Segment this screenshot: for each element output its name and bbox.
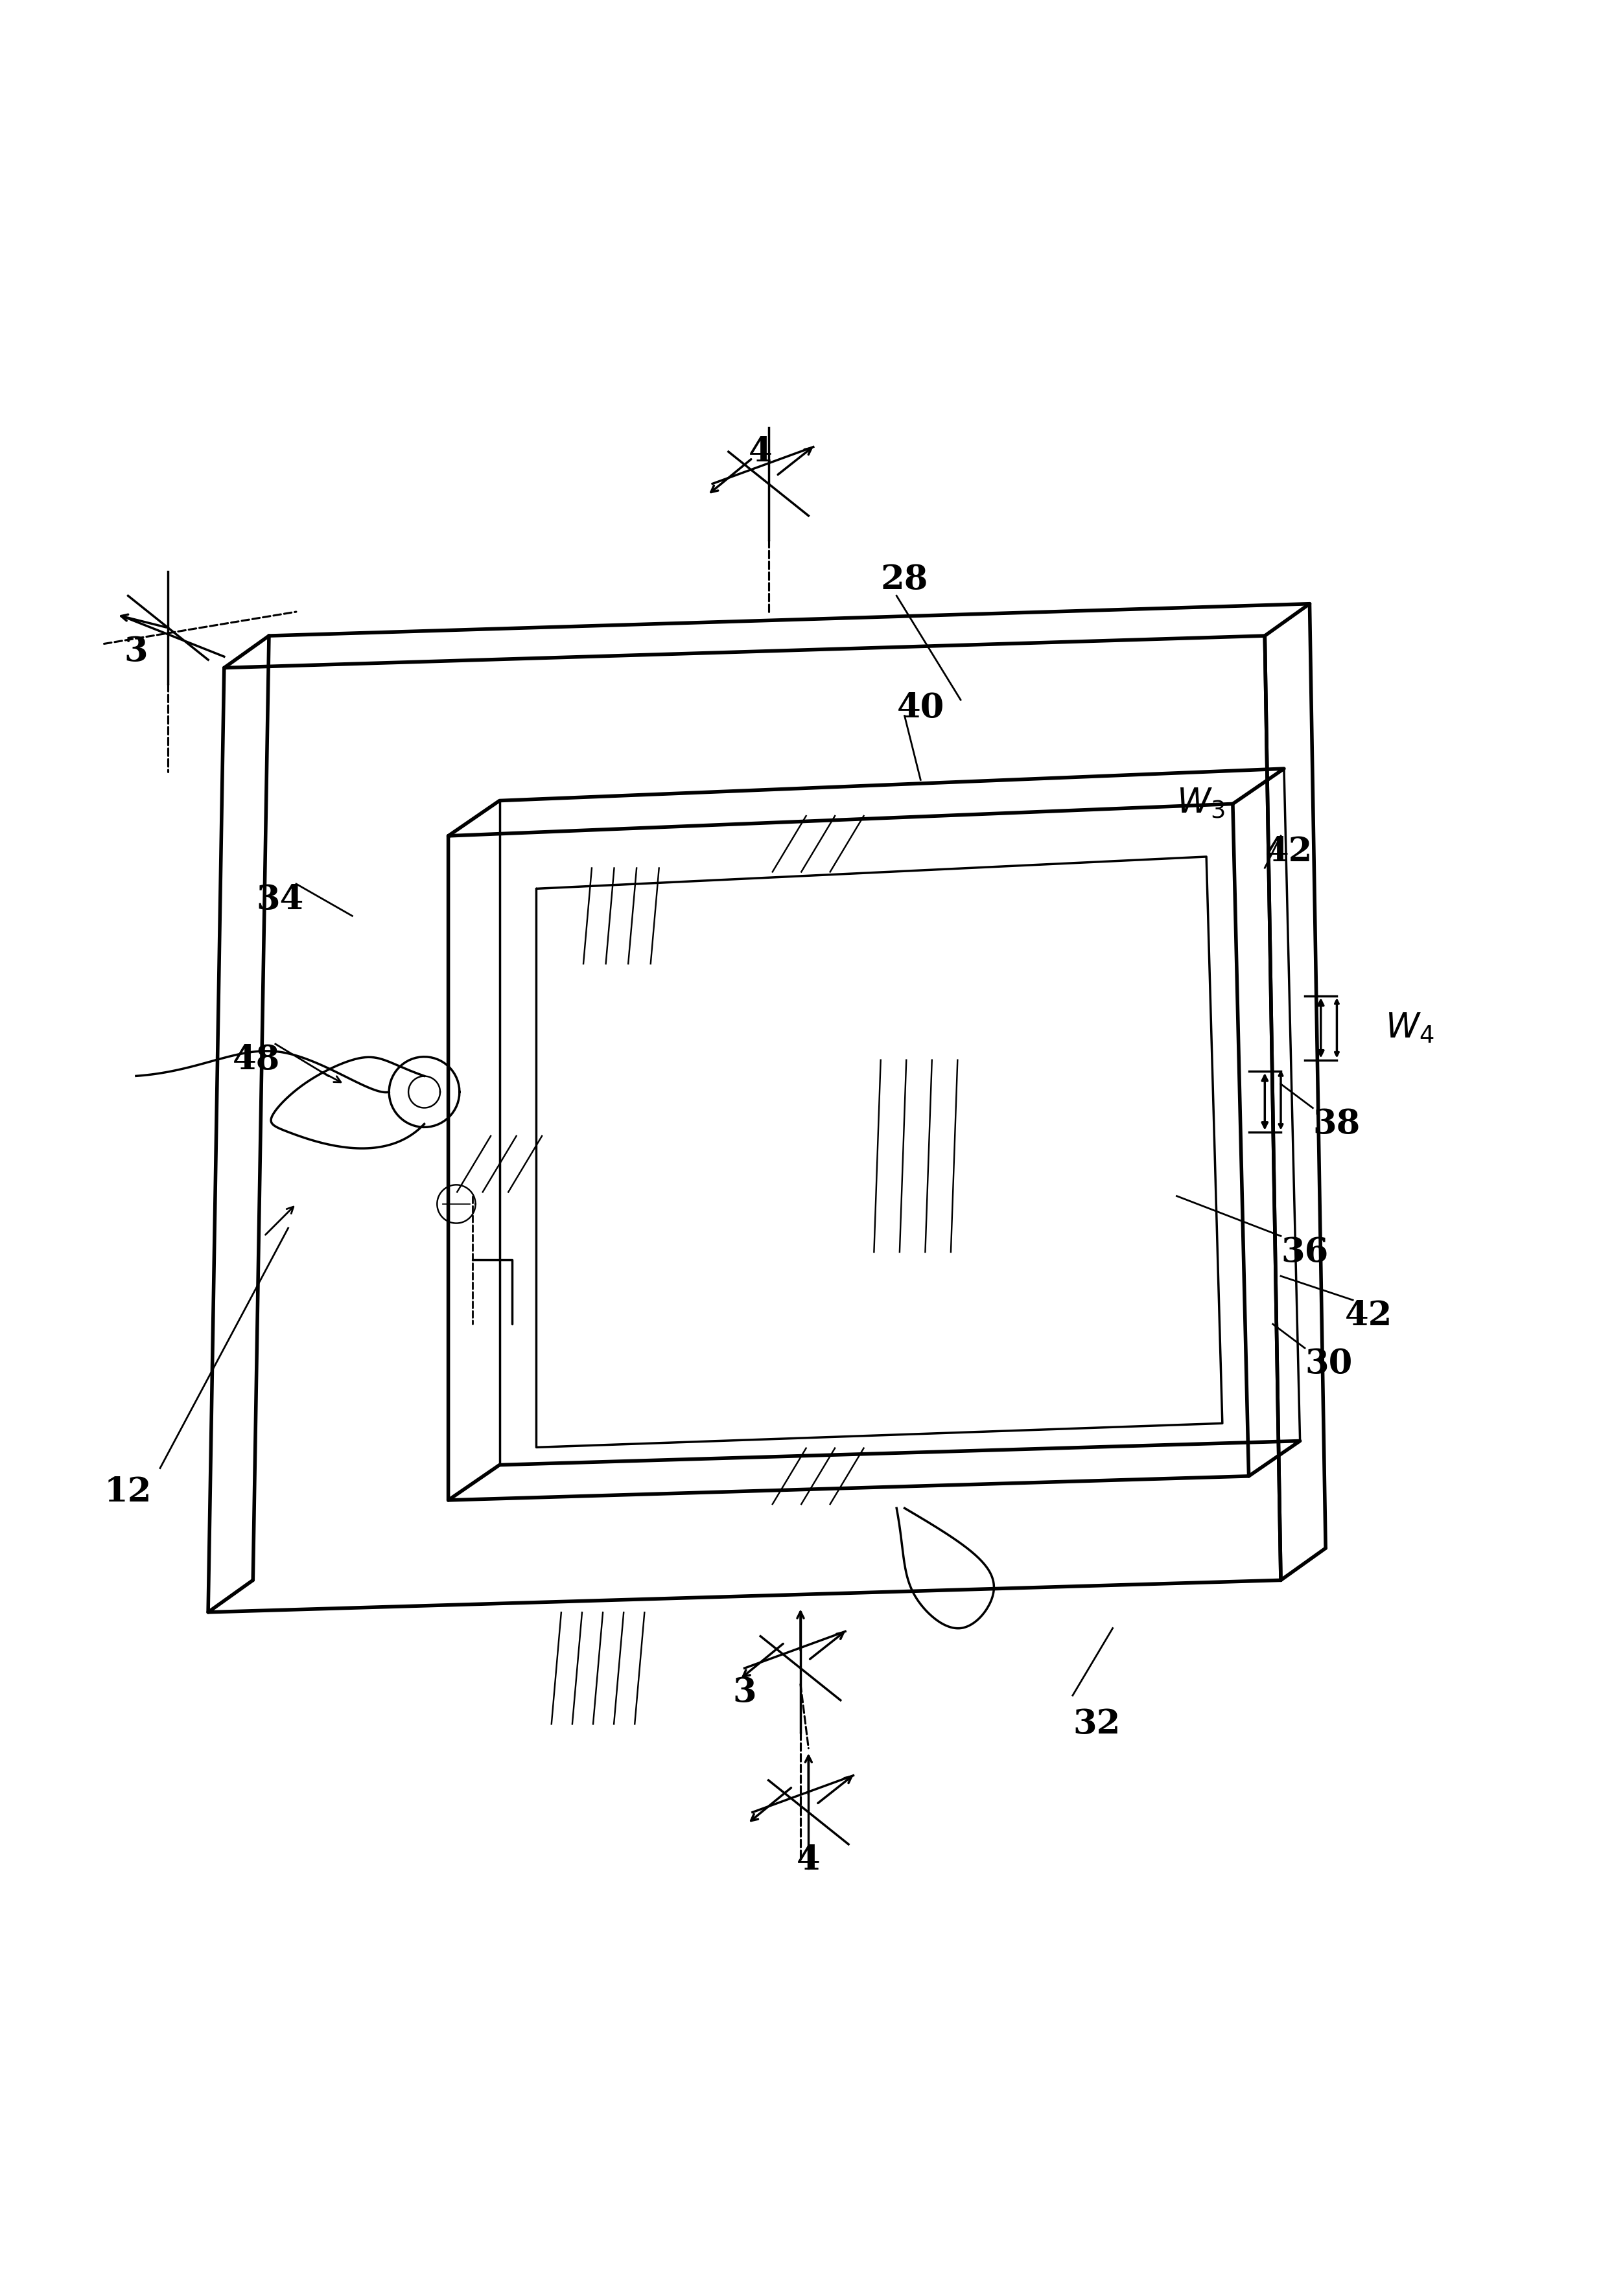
Text: 48: 48 xyxy=(232,1042,280,1077)
Text: 38: 38 xyxy=(1313,1107,1361,1141)
Text: 34: 34 xyxy=(256,884,304,916)
Text: 40: 40 xyxy=(897,691,945,723)
Text: 36: 36 xyxy=(1281,1235,1329,1270)
Text: 42: 42 xyxy=(1345,1300,1393,1332)
Text: 42: 42 xyxy=(1265,836,1313,868)
Text: $W_3$: $W_3$ xyxy=(1177,788,1225,820)
Text: 4: 4 xyxy=(749,436,772,468)
Text: 3: 3 xyxy=(125,636,147,668)
Text: 3: 3 xyxy=(733,1676,756,1708)
Text: 30: 30 xyxy=(1305,1348,1353,1380)
Text: 28: 28 xyxy=(881,563,929,597)
Text: 32: 32 xyxy=(1073,1708,1121,1740)
Text: $W_4$: $W_4$ xyxy=(1385,1010,1434,1045)
Text: 4: 4 xyxy=(797,1844,820,1876)
Text: 12: 12 xyxy=(104,1476,152,1508)
